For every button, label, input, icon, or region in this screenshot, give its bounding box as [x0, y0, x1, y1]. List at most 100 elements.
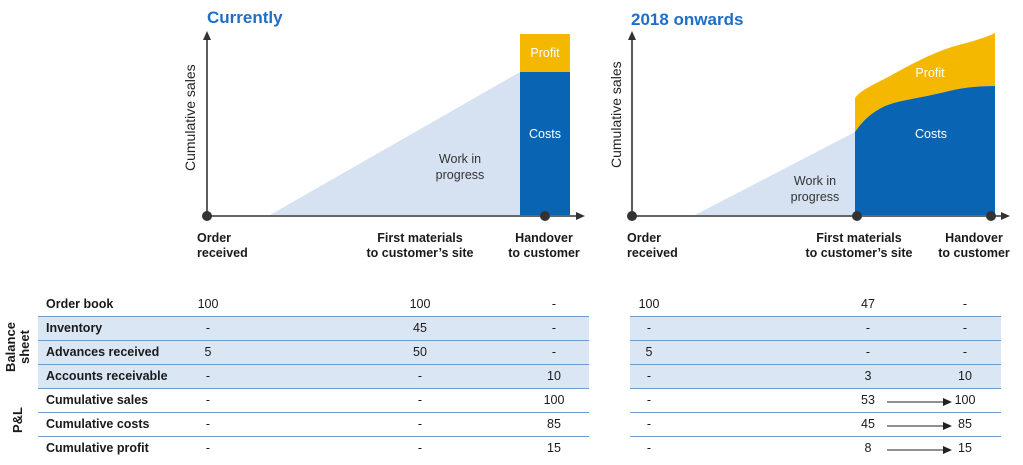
table-cell-currently: -	[205, 369, 211, 383]
table-row-label: Cumulative costs	[46, 417, 150, 431]
row-divider-right	[630, 340, 1001, 341]
row-shade-left	[38, 365, 589, 389]
x-milestone-materials-onwards: First materials to customer’s site	[805, 231, 913, 260]
row-shade-left	[38, 341, 589, 365]
table-cell-onwards: 5	[645, 345, 653, 359]
table-cell-currently: -	[417, 369, 423, 383]
row-divider-right	[630, 412, 1001, 413]
table-cell-currently: -	[205, 417, 211, 431]
group-label-pl: P&L	[10, 390, 25, 450]
milestone-dot-handover-onwards	[986, 211, 996, 221]
y-axis-arrow-onwards	[628, 31, 636, 40]
profit-area-onwards	[855, 33, 995, 132]
table-cell-onwards: 3	[864, 369, 872, 383]
table-cell-onwards: -	[962, 345, 968, 359]
x-milestone-materials-currently: First materials to customer’s site	[366, 231, 474, 260]
group-label-pl-text: P&L	[10, 407, 25, 433]
row-divider-left	[38, 340, 589, 341]
table-cell-onwards: 100	[954, 393, 976, 407]
table-cell-onwards: -	[646, 441, 652, 455]
row-divider-right	[630, 316, 1001, 317]
wip-region-onwards	[695, 132, 855, 215]
row-divider-left	[38, 364, 589, 365]
table-row-label: Advances received	[46, 345, 160, 359]
profit-bar-currently	[520, 34, 570, 72]
row-divider-left	[38, 436, 589, 437]
table-cell-currently: -	[417, 441, 423, 455]
table-row-label: Inventory	[46, 321, 103, 335]
table-cell-currently: 45	[413, 321, 427, 335]
table-cell-currently: 100	[543, 393, 565, 407]
milestone-dot-order-onwards	[627, 211, 637, 221]
growth-arrow-icon	[887, 446, 952, 454]
table-cell-currently: -	[417, 417, 423, 431]
table-cell-onwards: -	[865, 345, 871, 359]
table-cell-onwards: 53	[861, 393, 875, 407]
table-row-label: Cumulative sales	[46, 393, 149, 407]
table-cell-onwards: 15	[958, 441, 972, 455]
row-divider-left	[38, 316, 589, 317]
milestone-dot-order-currently	[202, 211, 212, 221]
table-cell-onwards: 100	[638, 297, 660, 311]
row-shade-right	[630, 365, 1001, 389]
row-divider-right	[630, 364, 1001, 365]
group-label-balance-sheet: Balance sheet	[3, 307, 32, 387]
costs-label-currently: Costs	[529, 127, 561, 141]
table-cell-onwards: -	[646, 417, 652, 431]
table-row-label: Cumulative profit	[46, 441, 149, 455]
table-row-label: Accounts receivable	[46, 369, 168, 383]
milestone-dot-materials-onwards	[852, 211, 862, 221]
wip-label-currently: Work in progress	[435, 152, 485, 182]
x-milestone-handover-onwards: Handover to customer	[938, 231, 1010, 260]
wip-label-onwards: Work in progress	[790, 174, 840, 204]
row-shade-right	[630, 317, 1001, 341]
table-cell-currently: -	[551, 321, 557, 335]
table-cell-currently: -	[205, 393, 211, 407]
row-divider-left	[38, 412, 589, 413]
table-cell-currently: 100	[197, 297, 219, 311]
table-cell-currently: 85	[547, 417, 561, 431]
milestone-dot-handover-currently	[540, 211, 550, 221]
row-shade-right	[630, 341, 1001, 365]
table-cell-currently: -	[551, 345, 557, 359]
table-cell-currently: -	[417, 393, 423, 407]
chart-title-currently: Currently	[207, 8, 283, 27]
profit-label-currently: Profit	[530, 46, 560, 60]
table-cell-currently: -	[205, 441, 211, 455]
x-axis-arrow-onwards	[1001, 212, 1010, 220]
row-divider-left	[38, 388, 589, 389]
group-label-balance-sheet-text: Balance sheet	[3, 322, 32, 372]
table-cell-currently: -	[205, 321, 211, 335]
table-cell-onwards: -	[962, 297, 968, 311]
table-cell-onwards: 47	[861, 297, 875, 311]
table-cell-currently: -	[551, 297, 557, 311]
growth-arrow-icon	[887, 422, 952, 430]
table-cell-currently: 15	[547, 441, 561, 455]
row-divider-right	[630, 388, 1001, 389]
table-cell-currently: 5	[204, 345, 212, 359]
table-cell-onwards: 10	[958, 369, 972, 383]
table-cell-onwards: 8	[864, 441, 872, 455]
table-cell-currently: 50	[413, 345, 427, 359]
table-row-label: Order book	[46, 297, 114, 311]
x-axis-arrow-currently	[576, 212, 585, 220]
wip-region-currently	[270, 72, 520, 215]
table-cell-onwards: -	[646, 369, 652, 383]
x-milestone-order-onwards: Order received	[627, 231, 678, 260]
growth-arrow-icon	[887, 398, 952, 406]
x-milestone-order-currently: Order received	[197, 231, 248, 260]
chart-title-onwards: 2018 onwards	[631, 10, 744, 29]
table-cell-currently: 100	[409, 297, 431, 311]
table-cell-onwards: -	[962, 321, 968, 335]
table-cell-onwards: -	[646, 393, 652, 407]
table-cell-onwards: 85	[958, 417, 972, 431]
x-milestone-handover-currently: Handover to customer	[508, 231, 580, 260]
table-cell-onwards: -	[646, 321, 652, 335]
table-cell-onwards: 45	[861, 417, 875, 431]
costs-area-onwards	[855, 86, 995, 215]
costs-label-onwards: Costs	[915, 127, 947, 141]
chart-currently	[202, 31, 585, 221]
profit-label-onwards: Profit	[915, 66, 945, 80]
row-divider-right	[630, 436, 1001, 437]
chart-onwards	[627, 31, 1010, 221]
